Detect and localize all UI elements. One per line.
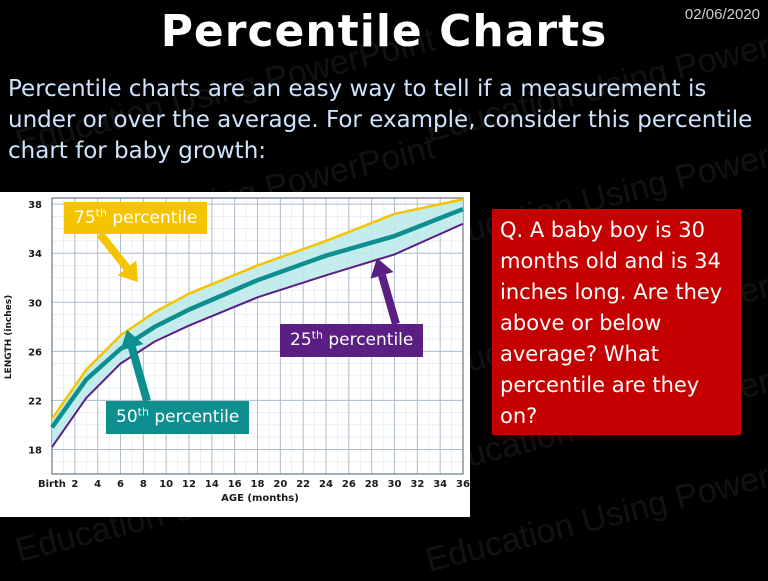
callout-25-text: percentile [322, 330, 414, 350]
callout-50-sup: th [137, 405, 149, 419]
percentile-band [52, 199, 463, 448]
x-tick-label: 22 [296, 479, 310, 490]
y-tick-label: 34 [28, 249, 42, 260]
x-tick-label: 18 [251, 479, 265, 490]
x-tick-label: Birth [38, 479, 66, 490]
callout-75-sup: th [95, 206, 107, 220]
x-tick-label: 36 [456, 479, 470, 490]
x-tick-label: 8 [140, 479, 147, 490]
callout-75-text: percentile [106, 208, 198, 228]
x-tick-label: 10 [159, 479, 173, 490]
x-tick-label: 12 [182, 479, 196, 490]
y-axis-label: LENGTH (inches) [4, 295, 14, 379]
y-tick-label: 38 [28, 200, 42, 211]
y-tick-label: 26 [28, 347, 42, 358]
plot-frame [51, 197, 464, 475]
callout-50-text: percentile [148, 407, 240, 427]
x-tick-label: 34 [433, 479, 447, 490]
x-tick-label: 30 [388, 479, 402, 490]
line-50th-percentile [50, 206, 464, 429]
x-tick-label: 32 [410, 479, 424, 490]
y-tick-label: 18 [28, 445, 42, 456]
question-box: Q. A baby boy is 30 months old and is 34… [492, 209, 741, 435]
callout-25-sup: th [311, 328, 323, 342]
x-tick-label: 16 [228, 479, 242, 490]
slide-date: 02/06/2020 [684, 6, 760, 23]
intro-text: Percentile charts are an easy way to tel… [8, 76, 753, 164]
y-tick-label: 30 [28, 298, 42, 309]
x-tick-label: 14 [205, 479, 219, 490]
y-tick-label: 22 [28, 396, 42, 407]
watermark: Education Using PowerPoint [421, 438, 768, 580]
x-tick-label: 2 [71, 479, 78, 490]
x-tick-label: 20 [273, 479, 287, 490]
x-tick-label: 6 [117, 479, 124, 490]
line-75th-percentile [50, 198, 464, 420]
callout-50-num: 50 [116, 407, 138, 427]
slide-title: Percentile Charts [160, 6, 608, 57]
x-axis-label: AGE (months) [221, 493, 299, 504]
callout-25-num: 25 [290, 330, 312, 350]
x-tick-label: 24 [319, 479, 333, 490]
callout-50th-percentile: 50th percentile [106, 401, 250, 434]
callout-25th-percentile: 25th percentile [280, 324, 424, 357]
x-tick-label: 4 [94, 479, 101, 490]
x-tick-label: 26 [342, 479, 356, 490]
callout-75th-percentile: 75th percentile [64, 202, 208, 234]
x-tick-label: 28 [365, 479, 379, 490]
callout-75-num: 75 [74, 208, 96, 228]
